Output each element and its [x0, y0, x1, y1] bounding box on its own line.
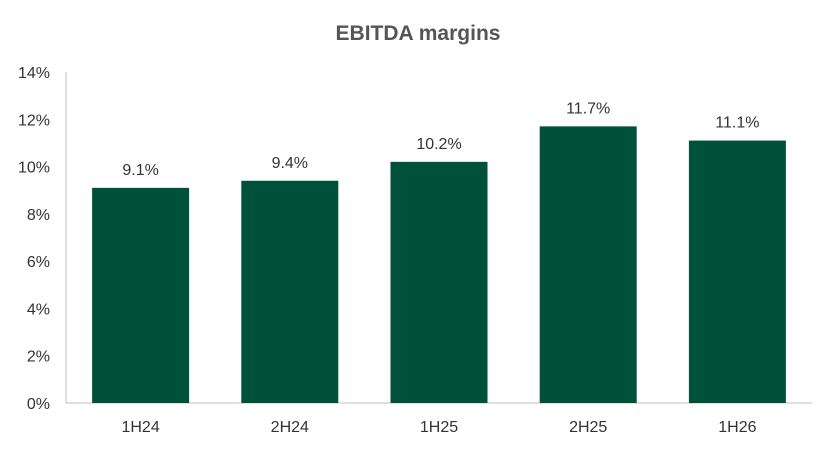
- y-tick-label: 4%: [27, 301, 50, 318]
- bars-group: [92, 126, 786, 404]
- bar-2h25: [539, 126, 637, 403]
- data-label: 9.1%: [122, 162, 158, 179]
- data-label: 11.7%: [566, 100, 610, 117]
- y-tick-label: 8%: [27, 207, 50, 224]
- y-tick-label: 12%: [18, 112, 50, 129]
- x-tick-label: 1H25: [420, 419, 458, 436]
- y-tick-label: 14%: [18, 65, 50, 82]
- bar-2h24: [241, 180, 339, 403]
- x-tick-label: 2H25: [569, 419, 607, 436]
- y-tick-label: 6%: [27, 254, 50, 271]
- x-tick-label: 2H24: [271, 419, 309, 436]
- data-label: 9.4%: [272, 155, 308, 172]
- chart-title: EBITDA margins: [336, 22, 501, 45]
- y-tick-label: 0%: [27, 396, 50, 413]
- bar-1h24: [92, 187, 190, 403]
- data-label: 11.1%: [715, 115, 759, 132]
- y-tick-label: 10%: [18, 160, 50, 177]
- data-label: 10.2%: [416, 136, 461, 153]
- x-axis-ticks: 1H24 2H24 1H25 2H25 1H26: [121, 419, 756, 436]
- x-tick-label: 1H24: [121, 419, 159, 436]
- x-tick-label: 1H26: [718, 419, 756, 436]
- y-axis-ticks: 0% 2% 4% 6% 8% 10% 12% 14%: [18, 65, 50, 413]
- y-tick-label: 2%: [27, 349, 50, 366]
- bar-1h25: [390, 161, 488, 403]
- bar-1h26: [688, 140, 786, 404]
- data-labels-group: 9.1% 9.4% 10.2% 11.7% 11.1%: [122, 100, 759, 178]
